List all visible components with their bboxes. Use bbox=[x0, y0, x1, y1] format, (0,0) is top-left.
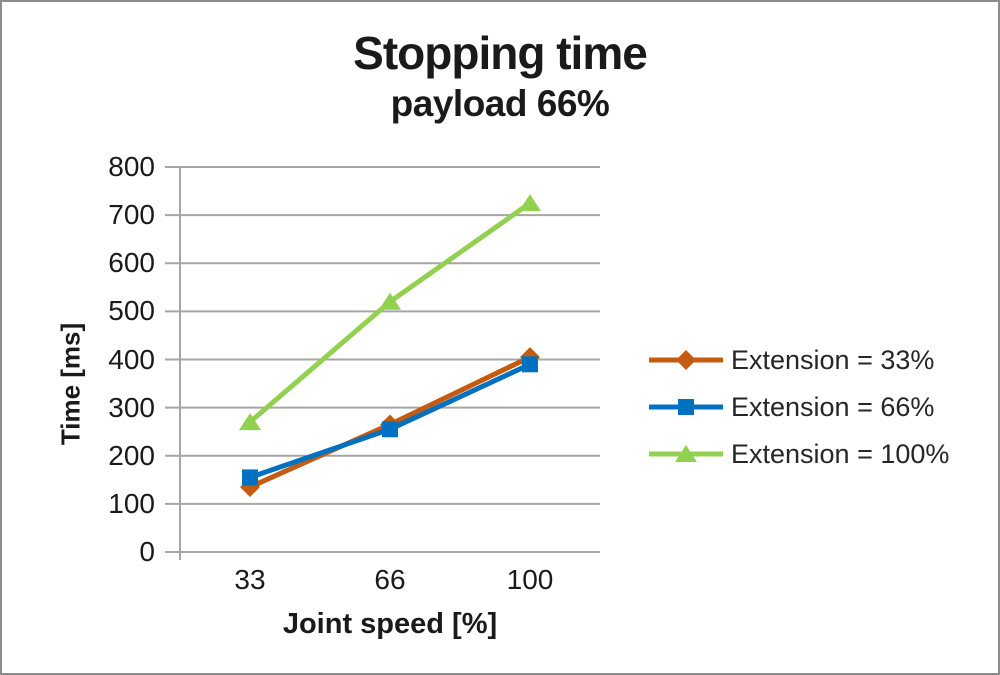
legend-label-extension-66: Extension = 66% bbox=[731, 391, 935, 422]
legend-key-extension-33 bbox=[649, 350, 723, 370]
legend-diamond-icon bbox=[676, 350, 696, 370]
legend-triangle-icon bbox=[675, 445, 697, 462]
x-axis-title: Joint speed [%] bbox=[282, 608, 498, 640]
series-marker-extension-100-triangle-icon bbox=[519, 194, 541, 212]
legend-label-extension-33: Extension = 33% bbox=[731, 344, 935, 375]
series-marker-extension-66-square-icon bbox=[382, 421, 398, 438]
series-marker-extension-66-square-icon bbox=[242, 469, 258, 486]
legend-key-extension-66 bbox=[649, 399, 723, 415]
legend-entry-extension-33: Extension = 33% bbox=[648, 344, 949, 375]
series-marker-extension-66-square-icon bbox=[522, 356, 538, 373]
legend-key-extension-100 bbox=[649, 445, 723, 462]
series-marker-extension-100-triangle-icon bbox=[379, 292, 401, 310]
legend-entry-extension-100: Extension = 100% bbox=[648, 438, 950, 469]
legend: Extension = 33% Extension = 66% Extension … bbox=[648, 344, 950, 487]
chart-title: Stopping time bbox=[353, 27, 648, 79]
series-line-extension-100 bbox=[248, 201, 532, 424]
legend-label-extension-100: Extension = 100% bbox=[731, 438, 950, 469]
chart-subtitle: payload 66% bbox=[390, 83, 610, 124]
legend-square-icon bbox=[678, 399, 694, 415]
series-marker-extension-100-triangle-icon bbox=[239, 413, 261, 431]
legend-entry-extension-66: Extension = 66% bbox=[648, 391, 949, 422]
